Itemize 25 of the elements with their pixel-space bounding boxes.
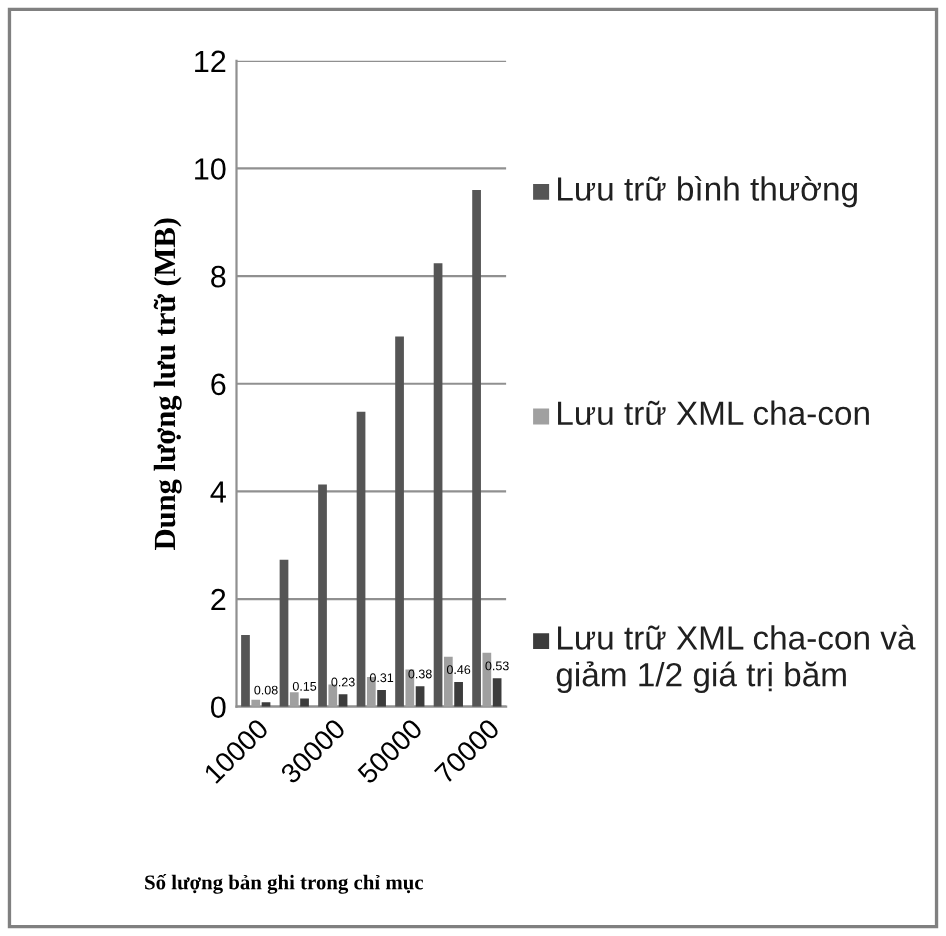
legend-label: Lưu trữ XML cha-con và giảm 1/2 giá trị băm [556, 624, 916, 694]
y-tick-label: 6 [211, 373, 226, 396]
x-axis-title: Số lượng bản ghi trong chỉ mục [145, 874, 424, 894]
bar [472, 190, 481, 707]
y-axis-title: Dung lượng lưu trữ (MB) [153, 218, 182, 550]
y-tick-label: 4 [210, 481, 226, 503]
y-tick-label: 8 [211, 265, 226, 288]
bar [289, 692, 299, 707]
bar [492, 678, 502, 707]
legend-label: Lưu trữ bình thường [558, 175, 857, 208]
bar [454, 681, 463, 707]
bar [433, 263, 443, 707]
bar [300, 698, 309, 707]
legend-label: Lưu trữ XML cha-con [558, 400, 869, 426]
y-tick-label: 12 [195, 50, 226, 72]
y-tick-label: 0 [210, 696, 226, 719]
y-tick-label: 2 [211, 588, 226, 611]
bar [318, 484, 327, 707]
bar [356, 411, 366, 707]
y-tick-label: 10 [195, 158, 226, 180]
bar [328, 684, 338, 707]
bar [241, 635, 250, 707]
bar [377, 690, 386, 707]
bar [279, 559, 289, 707]
bar [395, 336, 404, 707]
